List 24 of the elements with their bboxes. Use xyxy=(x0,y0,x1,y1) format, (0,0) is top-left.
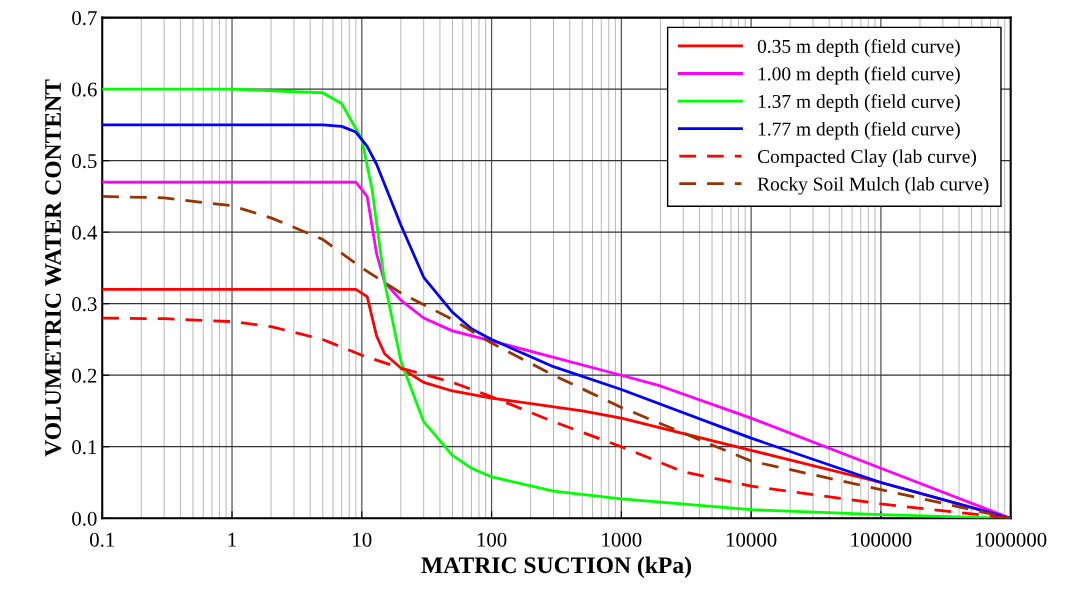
legend-label: Compacted Clay (lab curve) xyxy=(757,149,976,168)
x-tick-label: 10000 xyxy=(726,532,777,547)
y-tick-label: 0.0 xyxy=(72,511,97,526)
y-tick-label: 0.6 xyxy=(72,82,97,97)
y-tick-label: 0.1 xyxy=(72,440,97,455)
legend-label: 1.77 m depth (field curve) xyxy=(758,121,960,140)
x-tick-label: 10 xyxy=(353,532,372,547)
x-tick-label: 1000 xyxy=(602,532,642,547)
x-axis-title: MATRIC SUCTION (kPa) xyxy=(421,556,691,579)
legend-label: 0.35 m depth (field curve) xyxy=(757,39,960,57)
y-axis-title: VOLUMETRIC WATER CONTENT xyxy=(45,79,62,457)
y-tick-label: 0.4 xyxy=(72,225,98,240)
y-tick-label: 0.2 xyxy=(72,368,97,383)
x-tick-label: 100 xyxy=(477,532,507,547)
x-tick-label: 1000000 xyxy=(976,532,1047,547)
x-tick-label: 0.1 xyxy=(90,532,115,547)
x-tick-label: 100000 xyxy=(851,532,912,547)
y-tick-label: 0.7 xyxy=(72,11,97,26)
y-tick-label: 0.5 xyxy=(72,154,97,169)
x-tick-label: 1 xyxy=(228,532,236,547)
legend-label: 1.37 m depth (field curve) xyxy=(758,94,960,112)
legend-label: Rocky Soil Mulch (lab curve) xyxy=(757,176,989,195)
legend-label: 1.00 m depth (field curve) xyxy=(758,66,960,85)
y-tick-label: 0.3 xyxy=(72,297,97,312)
